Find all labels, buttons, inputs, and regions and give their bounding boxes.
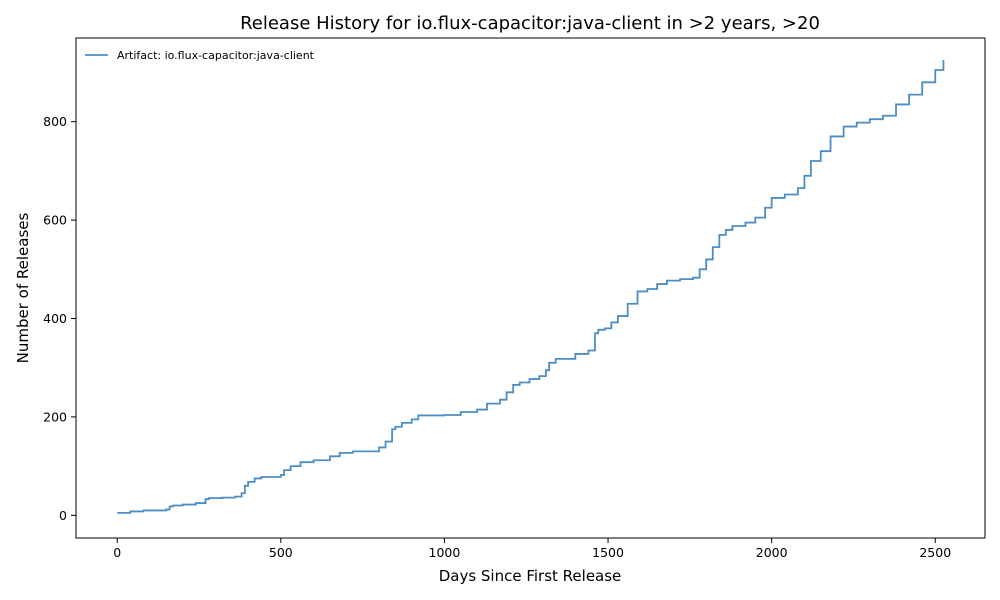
x-tick-label: 500 [269, 545, 293, 560]
y-tick-label: 0 [59, 508, 67, 523]
plot-area-frame [75, 37, 986, 539]
x-axis-ticks: 0 500 1000 1500 2000 2500 [113, 538, 951, 560]
x-tick-label: 0 [113, 545, 121, 560]
y-tick-label: 200 [43, 409, 67, 424]
y-axis-ticks: 0 200 400 600 800 [43, 114, 76, 523]
series-line-0 [117, 60, 945, 514]
series-layer [117, 60, 945, 514]
legend-label: Artifact: io.flux-capacitor:java-client [117, 49, 315, 62]
y-tick-label: 400 [43, 311, 67, 326]
x-axis-label: Days Since First Release [439, 567, 622, 585]
chart-title: Release History for io.flux-capacitor:ja… [240, 13, 820, 34]
y-tick-label: 800 [43, 114, 67, 129]
y-axis-label: Number of Releases [14, 212, 32, 363]
x-tick-label: 1500 [592, 545, 624, 560]
x-tick-label: 2500 [919, 545, 951, 560]
legend: Artifact: io.flux-capacitor:java-client [85, 49, 315, 62]
x-tick-label: 2000 [756, 545, 788, 560]
x-tick-label: 1000 [429, 545, 461, 560]
y-tick-label: 600 [43, 213, 67, 228]
